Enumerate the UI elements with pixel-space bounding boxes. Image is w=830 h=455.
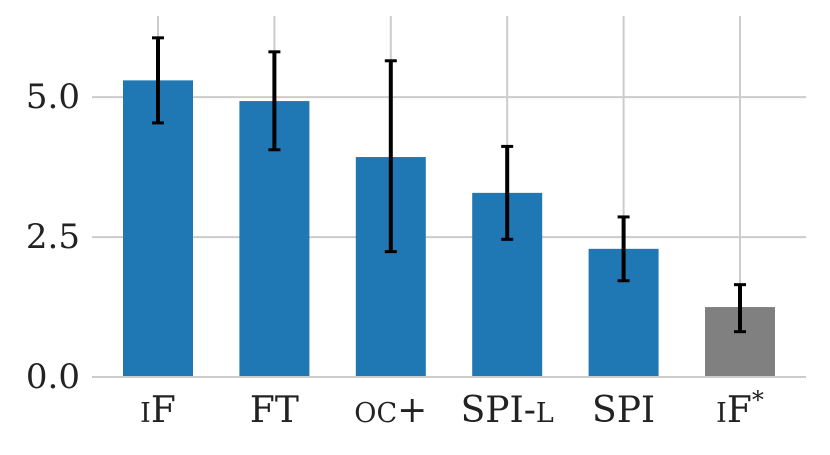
x-tick-label: SPI-L xyxy=(461,390,554,431)
x-tick-label: IF* xyxy=(716,386,764,431)
y-tick-label: 5.0 xyxy=(26,77,80,117)
x-tick-label: IF xyxy=(140,390,176,431)
y-tick-labels: 0.0 2.5 5.0 xyxy=(26,77,80,397)
bars xyxy=(123,80,775,377)
bar xyxy=(123,80,193,377)
grid-lines xyxy=(92,16,806,377)
x-tick-label: SPI xyxy=(592,390,655,431)
y-tick-label: 0.0 xyxy=(26,357,80,397)
x-tick-label: FT xyxy=(250,390,299,431)
x-tick-label: OC+ xyxy=(354,390,427,431)
error-bars xyxy=(152,36,746,334)
x-tick-labels: IF FT OC+ SPI-L SPI IF* xyxy=(140,386,764,431)
y-tick-label: 2.5 xyxy=(26,217,80,257)
